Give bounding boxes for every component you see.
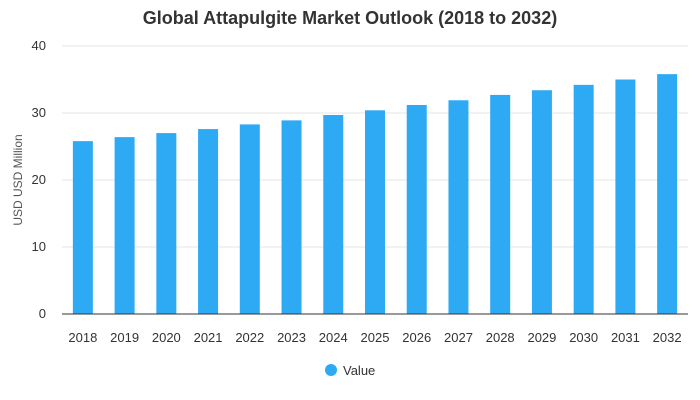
x-tick-label: 2026 [402, 330, 431, 345]
bar[interactable] [406, 104, 427, 315]
bar[interactable] [72, 141, 93, 314]
bars [72, 74, 678, 315]
y-tick-label: 0 [39, 306, 46, 321]
x-tick-label: 2020 [152, 330, 181, 345]
x-tick-label: 2022 [235, 330, 264, 345]
y-tick-label: 10 [32, 239, 46, 254]
y-tick-label: 40 [32, 38, 46, 53]
x-tick-label: 2030 [569, 330, 598, 345]
bar[interactable] [365, 110, 385, 314]
x-tick-label: 2025 [361, 330, 390, 345]
bar[interactable] [239, 124, 260, 314]
bar[interactable] [573, 84, 594, 314]
x-tick-label: 2019 [110, 330, 139, 345]
y-tick-label: 30 [32, 105, 46, 120]
bar[interactable] [198, 129, 219, 314]
bar[interactable] [323, 115, 344, 314]
chart-title: Global Attapulgite Market Outlook (2018 … [142, 8, 558, 28]
bar[interactable] [156, 133, 177, 314]
legend[interactable]: Value [325, 363, 375, 378]
bar[interactable] [657, 74, 678, 314]
x-tick-label: 2024 [319, 330, 348, 345]
bar[interactable] [114, 137, 135, 314]
x-tick-label: 2029 [527, 330, 556, 345]
x-tick-label: 2021 [194, 330, 223, 345]
y-axis-ticks: 0 10 20 30 40 [32, 38, 46, 321]
y-axis-title: USD USD Million [11, 134, 25, 225]
x-tick-label: 2023 [277, 330, 306, 345]
x-tick-label: 2032 [653, 330, 682, 345]
x-tick-label: 2031 [611, 330, 640, 345]
bar[interactable] [490, 94, 511, 314]
bar[interactable] [531, 90, 552, 314]
x-axis-ticks: 2018 2019 2020 2021 2022 2023 2024 2025 2026 2027… [68, 330, 681, 345]
bar[interactable] [281, 120, 302, 315]
bar[interactable] [448, 100, 469, 315]
x-tick-label: 2027 [444, 330, 473, 345]
legend-label: Value [343, 363, 375, 378]
bar[interactable] [615, 79, 636, 315]
y-tick-label: 20 [32, 172, 46, 187]
legend-swatch-icon [325, 364, 337, 376]
x-tick-label: 2028 [486, 330, 515, 345]
x-tick-label: 2018 [68, 330, 97, 345]
